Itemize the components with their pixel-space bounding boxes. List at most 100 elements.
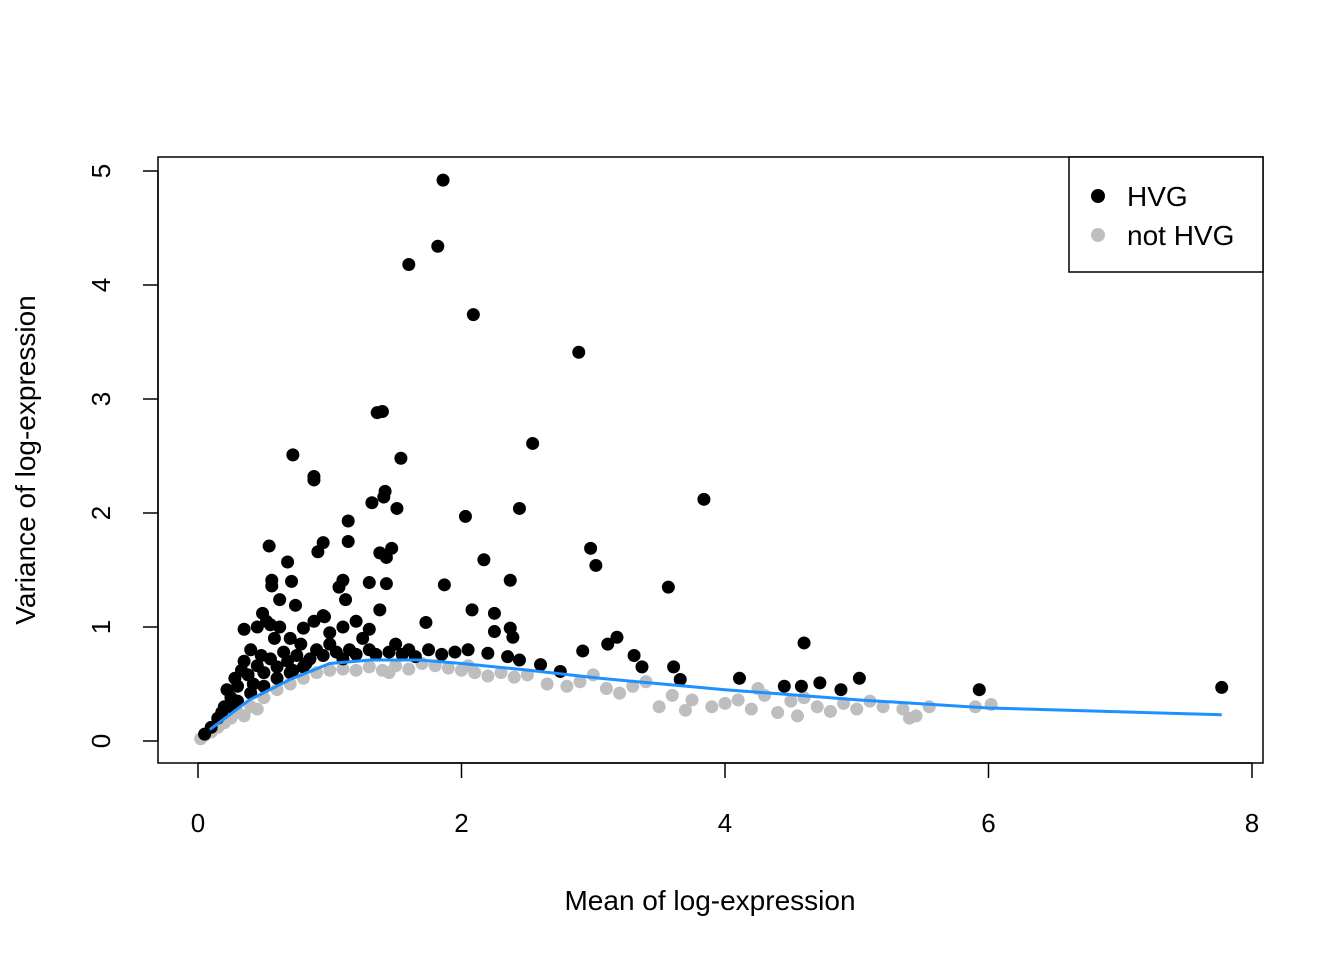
not-hvg-point	[922, 700, 936, 714]
hvg-point	[265, 579, 279, 593]
not-hvg-point	[810, 700, 824, 714]
hvg-point	[584, 541, 598, 555]
y-tick-label: 4	[86, 278, 116, 292]
legend-marker-not-hvg	[1091, 228, 1105, 242]
hvg-point	[341, 535, 355, 548]
hvg-point	[422, 643, 436, 657]
hvg-point	[437, 578, 451, 592]
not-hvg-point	[323, 663, 337, 677]
legend: HVG not HVG	[1068, 156, 1264, 273]
hvg-point	[283, 631, 297, 645]
hvg-point	[296, 621, 310, 635]
not-hvg-point	[771, 706, 785, 719]
hvg-point	[466, 308, 480, 322]
hvg-point	[323, 626, 337, 640]
not-hvg-point	[731, 693, 745, 707]
hvg-point	[394, 451, 408, 465]
hvg-point	[1215, 680, 1229, 694]
not-hvg-point	[468, 666, 482, 680]
hvg-point	[635, 660, 649, 674]
not-hvg-point	[250, 702, 264, 716]
not-hvg-point	[685, 693, 699, 707]
hvg-point	[336, 620, 350, 634]
hvg-point	[732, 671, 746, 685]
hvg-point	[389, 637, 403, 651]
hvg-point	[237, 654, 251, 668]
not-hvg-point	[790, 709, 804, 723]
hvg-point	[431, 239, 445, 253]
hvg-point	[852, 671, 866, 685]
not-hvg-point	[850, 702, 864, 716]
hvg-point	[673, 672, 687, 686]
hvg-point	[589, 558, 603, 572]
hvg-point	[257, 666, 271, 680]
hvg-point	[365, 496, 379, 510]
not-hvg-point	[665, 688, 679, 702]
trend-line	[208, 658, 1222, 731]
hvg-point	[316, 649, 330, 662]
not-hvg-point	[678, 703, 692, 717]
hvg-point	[627, 649, 641, 662]
hvg-point	[697, 492, 711, 506]
hvg-point	[972, 683, 986, 697]
hvg-point	[461, 643, 475, 657]
not-hvg-point	[797, 691, 811, 705]
hvg-point	[281, 555, 295, 569]
not-hvg-point	[494, 666, 508, 680]
not-hvg-point	[896, 702, 910, 716]
hvg-point	[572, 345, 586, 359]
not-hvg-point	[652, 700, 666, 714]
x-tick-label: 2	[454, 808, 468, 838]
hvg-point	[419, 615, 433, 629]
hvg-point	[262, 539, 276, 553]
hvg-point	[290, 649, 304, 662]
hvg-point	[285, 574, 299, 588]
x-tick-label: 0	[191, 808, 205, 838]
hvg-point	[362, 576, 376, 590]
hvg-point	[377, 490, 391, 504]
hvg-point	[390, 501, 404, 515]
hvg-point	[553, 664, 567, 678]
x-tick-label: 4	[718, 808, 732, 838]
not-hvg-point	[336, 662, 350, 676]
hvg-point	[294, 637, 308, 651]
not-hvg-point	[823, 704, 837, 718]
hvg-point	[307, 473, 321, 487]
hvg-point	[458, 509, 472, 523]
hvg-point	[270, 660, 284, 674]
legend-marker-hvg	[1091, 189, 1105, 203]
hvg-point	[813, 676, 827, 690]
y-tick-label: 5	[86, 164, 116, 178]
hvg-point	[379, 550, 393, 564]
hvg-point	[777, 679, 791, 693]
hvg-point	[512, 501, 526, 515]
hvg-point	[661, 580, 675, 594]
hvg-point	[797, 636, 811, 650]
not-hvg-point	[573, 675, 587, 689]
hvg-point	[834, 683, 848, 697]
y-tick-label: 0	[86, 734, 116, 748]
hvg-point	[296, 660, 310, 674]
hvg-point	[339, 593, 353, 607]
not-hvg-point	[876, 700, 890, 714]
hvg-point	[501, 650, 515, 664]
hvg-point	[534, 658, 548, 672]
x-tick-label: 8	[1245, 808, 1259, 838]
hvg-point	[512, 653, 526, 667]
hvg-point	[356, 631, 370, 645]
not-hvg-point	[402, 662, 416, 676]
hvg-point	[283, 666, 297, 680]
hvg-point	[349, 614, 363, 628]
hvg-point	[237, 622, 251, 636]
not-hvg-point	[540, 677, 554, 691]
hvg-point	[402, 257, 416, 271]
y-tick-label: 2	[86, 506, 116, 520]
hvg-point	[341, 514, 355, 528]
hvg-point	[435, 647, 449, 661]
hvg-point	[332, 580, 346, 594]
not-hvg-point	[599, 682, 613, 696]
hvg-point	[250, 620, 264, 634]
hvg-point	[273, 593, 287, 607]
hvg-point	[487, 625, 501, 639]
x-tick-label: 6	[981, 808, 995, 838]
